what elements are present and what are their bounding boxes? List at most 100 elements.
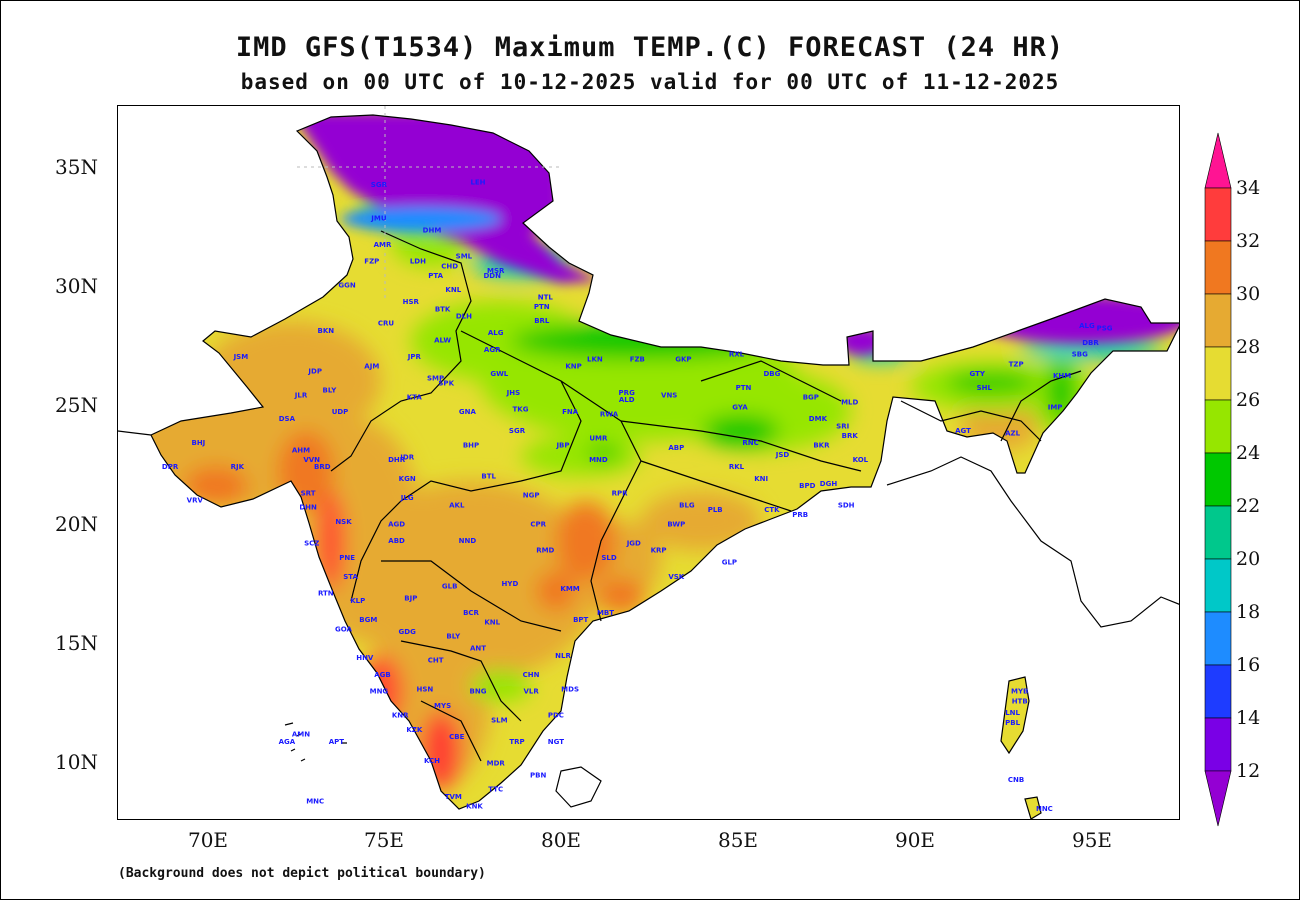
station-label: AZL — [1005, 430, 1020, 438]
station-label: MBT — [597, 609, 614, 617]
station-label: GGN — [338, 281, 355, 289]
station-label: GLB — [442, 583, 458, 591]
lon-label: 95E — [1071, 828, 1113, 852]
station-label: AGT — [955, 427, 971, 435]
colorbar-level-label: 22 — [1236, 495, 1261, 517]
station-label: BHJ — [191, 439, 205, 447]
colorbar-level-label: 24 — [1236, 442, 1261, 464]
lon-label: 75E — [363, 828, 405, 852]
station-label: DDN — [483, 272, 501, 280]
station-label: BRD — [314, 463, 331, 471]
station-label: TTC — [488, 786, 503, 794]
station-label: LDH — [410, 258, 426, 266]
station-label: KGN — [399, 475, 416, 483]
station-label: DBG — [763, 370, 780, 378]
station-label: LNL — [1005, 709, 1020, 717]
station-label: VRV — [187, 497, 204, 505]
station-label: KNR — [392, 712, 409, 720]
station-label: AJM — [364, 363, 379, 371]
station-label: UDP — [332, 408, 349, 416]
station-label: JDP — [307, 367, 322, 375]
graticule — [297, 106, 561, 301]
station-label: PSG — [1097, 324, 1113, 332]
station-label: AGB — [374, 671, 391, 679]
station-label: PLB — [708, 506, 723, 514]
station-label: KOL — [853, 456, 869, 464]
station-label: JLG — [400, 494, 414, 502]
station-label: JHS — [506, 389, 521, 397]
station-label: DLH — [456, 313, 472, 321]
station-label: PBL — [1005, 719, 1020, 727]
station-label: IMP — [1048, 403, 1063, 411]
station-label: MSR — [487, 267, 505, 275]
station-label: KNI — [754, 475, 768, 483]
lat-label: 15N — [55, 631, 98, 655]
station-label: CPR — [530, 520, 546, 528]
station-label: ABP — [668, 444, 684, 452]
station-label: NLR — [555, 652, 571, 660]
station-label: PTN — [736, 384, 752, 392]
station-label: BPD — [799, 482, 815, 490]
station-label: AGR — [484, 346, 501, 354]
station-label: LEH — [470, 179, 485, 187]
station-label: DHR — [388, 456, 406, 464]
station-label: TKG — [513, 406, 529, 414]
station-label: VLR — [523, 688, 539, 696]
station-label: SPK — [438, 379, 454, 387]
station-label: SML — [456, 253, 473, 261]
station-label: JSD — [775, 451, 790, 459]
station-label: ALW — [434, 336, 451, 344]
station-label: GTY — [969, 370, 985, 378]
station-label: DPR — [162, 463, 179, 471]
station-label: CBE — [449, 733, 464, 741]
station-label: RPR — [612, 489, 629, 497]
station-label: KNL — [445, 286, 461, 294]
station-label: RNC — [742, 439, 758, 447]
colorbar-segment — [1204, 452, 1232, 507]
station-label: PDC — [548, 712, 564, 720]
station-label: KLP — [350, 597, 365, 605]
station-label: NGP — [523, 492, 540, 500]
station-label: DHM — [423, 226, 442, 234]
lat-label: 30N — [55, 274, 98, 298]
station-label: BNG — [470, 688, 487, 696]
station-label: GKP — [675, 356, 691, 364]
colorbar-level-label: 16 — [1236, 654, 1261, 676]
station-label: JPR — [407, 353, 422, 361]
station-label: AGD — [388, 520, 405, 528]
station-label: SBG — [1072, 351, 1088, 359]
station-label: BWP — [667, 520, 685, 528]
station-label: VNS — [661, 391, 677, 399]
colorbar-segment — [1204, 717, 1232, 772]
station-label: BLY — [323, 387, 338, 395]
station-label: PNE — [339, 554, 355, 562]
station-label: KTA — [407, 394, 423, 402]
colorbar-level-label: 20 — [1236, 548, 1261, 570]
station-label: CHT — [428, 657, 444, 665]
station-label: PBN — [530, 771, 546, 779]
station-label: SGR — [509, 427, 526, 435]
station-label: RXL — [729, 351, 745, 359]
station-label: HTB — [1012, 697, 1028, 705]
station-label: NND — [459, 537, 477, 545]
station-label: GNA — [459, 408, 477, 416]
station-label: JGD — [626, 540, 641, 548]
station-label: DMK — [809, 415, 828, 423]
station-label: GWL — [490, 370, 508, 378]
station-label: GYA — [732, 403, 748, 411]
lat-label: 35N — [55, 155, 98, 179]
colorbar-segment — [1204, 664, 1232, 719]
lon-label: 70E — [187, 828, 229, 852]
station-label: AKL — [449, 501, 465, 509]
station-label: AGA — [279, 738, 296, 746]
station-label: BTK — [435, 305, 451, 313]
station-label: LKN — [587, 356, 603, 364]
station-label: ABD — [388, 537, 405, 545]
station-label: NNC — [1036, 805, 1053, 813]
station-label: JBP — [555, 442, 569, 450]
station-label: SDH — [838, 501, 855, 509]
temperature-fill — [151, 115, 1179, 819]
station-label: MNC — [306, 798, 324, 806]
colorbar-level-label: 32 — [1236, 230, 1261, 252]
